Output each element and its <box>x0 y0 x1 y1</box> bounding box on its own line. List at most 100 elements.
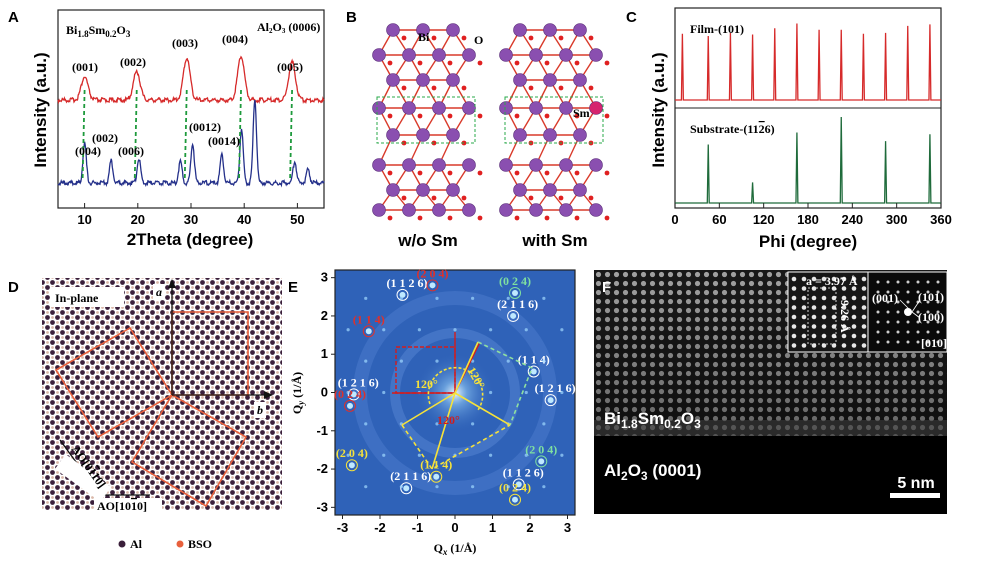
bi-atom <box>402 101 416 115</box>
bi-atom <box>416 23 430 37</box>
y-tick-label-e: 0 <box>321 385 328 400</box>
x-tick-label-c: 60 <box>712 212 726 227</box>
bi-atom <box>559 48 573 62</box>
film-peak-label: (004) <box>222 32 248 46</box>
o-atom <box>514 215 520 221</box>
spot-marker-ring <box>512 478 525 491</box>
bi-atom <box>432 158 446 172</box>
diffraction-spot <box>512 496 518 503</box>
o-atom <box>477 170 483 176</box>
spot-marker-ring <box>509 493 521 506</box>
faint-spot <box>489 328 493 332</box>
o-atom <box>604 113 610 119</box>
fft-spot <box>916 340 920 344</box>
fft-spot <box>916 280 920 284</box>
fft-spot <box>916 290 920 294</box>
inset-atom <box>831 286 837 291</box>
bi-atom <box>499 158 513 172</box>
panel-label-e: E <box>288 279 298 296</box>
substrate-peak-label: (002) <box>92 131 118 145</box>
panel-label-c: C <box>626 9 637 26</box>
faint-spot <box>560 328 564 332</box>
bi-atom <box>402 158 416 172</box>
faint-spot <box>346 328 350 332</box>
guide-line-4 <box>289 89 293 181</box>
structure-with-sm <box>499 23 610 221</box>
bi-atom <box>416 128 430 142</box>
angle-label-bottom: 120° <box>437 413 460 427</box>
spot-marker-ring <box>362 325 375 338</box>
axis-a-arrow <box>168 279 176 288</box>
fft-spot <box>896 280 900 284</box>
fft-spot <box>886 310 890 314</box>
bi-atom <box>589 203 603 217</box>
bi-atom <box>372 48 386 62</box>
fft-spot <box>904 308 912 316</box>
panel-f: F a = 3.97 Å 9.26 Å (001) (101) (100) [0… <box>594 270 948 514</box>
x-tick-label-e: -2 <box>374 520 386 535</box>
inset-atom <box>791 276 797 282</box>
fft-spot <box>886 300 890 304</box>
faint-spot <box>435 485 439 489</box>
inset-atom <box>801 295 807 301</box>
inset-atom <box>841 324 847 329</box>
inset-atom <box>861 305 867 310</box>
panel-label-b: B <box>346 9 357 26</box>
fft-spot <box>926 310 930 314</box>
spot-index-label: (2 0 4) <box>525 442 557 456</box>
x-tick-label-e: 3 <box>564 520 571 535</box>
faint-spot <box>471 296 475 300</box>
fft-spot <box>926 340 930 344</box>
inset-atom <box>841 286 847 291</box>
faint-spot <box>346 390 350 395</box>
legend-al-label: Al <box>130 537 143 551</box>
fft-spot <box>926 330 930 334</box>
inset-atom <box>851 333 857 339</box>
inset-hrtem <box>787 271 869 353</box>
scale-bar <box>890 493 940 498</box>
atoms <box>372 23 483 221</box>
inset-atom <box>821 324 827 329</box>
spot-marker-ring <box>426 279 439 292</box>
structure-without-sm <box>372 23 483 221</box>
o-atom <box>544 113 550 119</box>
x-tick-label-a: 30 <box>184 212 198 227</box>
yellow-vector-down <box>431 392 456 470</box>
film-peak-label: (005) <box>277 60 303 74</box>
bi-atom <box>386 73 400 87</box>
fft-spot <box>936 300 940 304</box>
inset-atom <box>841 314 847 320</box>
o-atom <box>447 170 453 176</box>
o-atom <box>417 60 423 66</box>
bi-atom <box>543 128 557 142</box>
film-peak-label: (003) <box>172 36 198 50</box>
inset-atom <box>811 276 817 282</box>
bi-atom <box>416 73 430 87</box>
bi-atom <box>529 158 543 172</box>
faint-spot <box>417 453 421 457</box>
film-label-f: Bi1.8Sm0.2O3 <box>604 409 701 431</box>
faint-spot <box>542 485 546 489</box>
highlight-box-left <box>376 96 476 144</box>
inset-atom <box>821 286 827 291</box>
bi-atom <box>446 23 460 37</box>
o-atom <box>401 85 407 91</box>
diffraction-spot <box>348 462 355 469</box>
caption-without-sm: w/o Sm <box>397 231 458 250</box>
guide-line-2 <box>183 89 188 181</box>
diffraction-spots: (1 1 2 6)(2 1 1 6)(0 2 4)(2 0 4)(1 1 4)(… <box>334 266 576 506</box>
angle-label-left: 120° <box>415 377 438 391</box>
axis-a-label: a <box>156 285 162 299</box>
inset-atom <box>811 305 817 310</box>
axis-b-bg <box>254 402 266 418</box>
series-label-substrate: Substrate-(1126) <box>690 122 775 136</box>
substrate-phi-line <box>675 116 941 204</box>
fft-spot <box>936 320 940 324</box>
caption-with-sm: with Sm <box>521 231 587 250</box>
panel-b: B Bi O Sm w/o Sm with Sm <box>346 9 610 250</box>
bonds <box>505 29 597 211</box>
fft-spot <box>876 300 880 304</box>
x-axis-label-e: Qx (1/Å) <box>434 541 477 557</box>
inset-atom <box>821 295 827 301</box>
faint-spot <box>453 328 457 332</box>
